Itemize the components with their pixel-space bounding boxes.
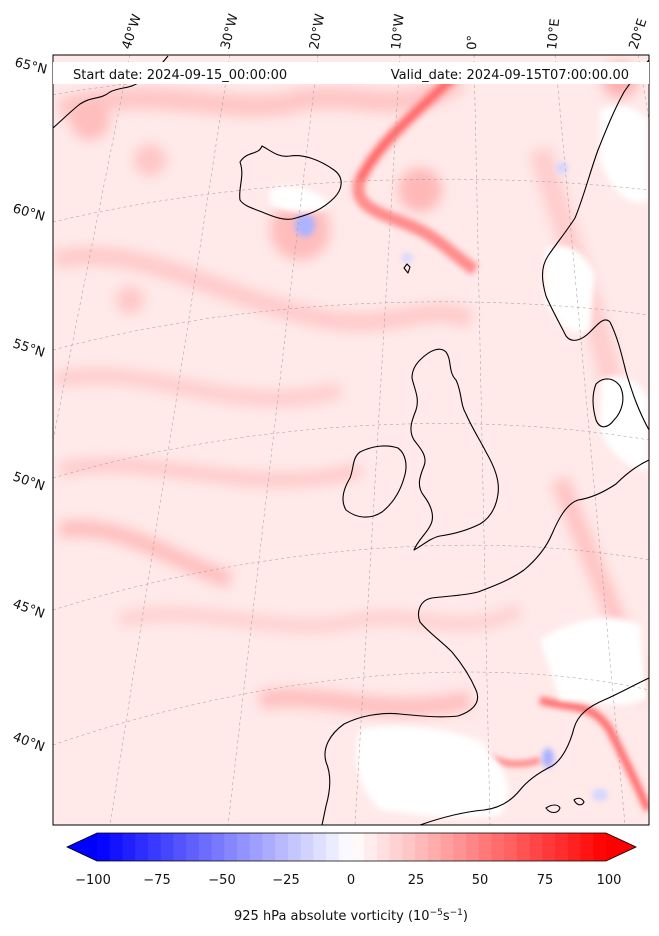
colorbar-cell	[491, 833, 505, 861]
colorbar-cell	[287, 833, 302, 861]
lat-label-55n: 55°N	[11, 337, 47, 361]
colorbar-cell	[440, 833, 454, 861]
colorbar-tick-label: −25	[272, 873, 299, 888]
lat-label-45n: 45°N	[11, 597, 47, 622]
colorbar-cell	[516, 833, 531, 861]
colorbar-cell	[415, 833, 429, 861]
colorbar-cell	[249, 833, 264, 861]
colorbar-tick-label: 50	[472, 873, 489, 888]
island-coast	[573, 797, 585, 806]
colorbar-tick-label: 100	[597, 873, 622, 888]
colorbar-cell	[236, 833, 251, 861]
lat-label-40n: 40°N	[11, 730, 47, 756]
vorticity-jet	[352, 70, 649, 812]
lon-label-10e: 10°E	[545, 18, 563, 51]
colorbar-cell	[275, 833, 289, 861]
iberia-south-coast	[419, 677, 649, 825]
header-box	[53, 62, 649, 84]
colorbar-tick-label: 75	[537, 873, 554, 888]
colorbar-cell	[504, 833, 518, 861]
map-frame	[52, 54, 650, 826]
colorbar-cell	[364, 833, 378, 861]
colorbar-label: 925 hPa absolute vorticity (10−5s−1)	[234, 908, 468, 924]
colorbar-cell	[478, 833, 493, 861]
longitude-labels: 40°W 30°W 20°W 10°W 0° 10°E 20°E	[120, 12, 651, 51]
colorbar-low-extension	[67, 833, 97, 861]
colorbar-cell	[326, 833, 340, 861]
colorbar-tick-label: −100	[75, 873, 111, 888]
colorbar-cell	[97, 833, 111, 861]
negative-vorticity	[295, 162, 608, 801]
colorbar: −100 −75 −50 −25 0 25 50 75 100 925 hPa …	[66, 832, 637, 924]
colorbar-tick-label: −75	[143, 873, 170, 888]
colorbar-cell	[402, 833, 416, 861]
colorbar-cell	[542, 833, 556, 861]
colorbar-cell	[529, 833, 543, 861]
colorbar-cell	[198, 833, 213, 861]
sweden-coast	[609, 321, 649, 431]
colorbar-cell	[466, 833, 480, 861]
europe-coast	[321, 459, 649, 825]
colorbar-cell	[135, 833, 149, 861]
colorbar-cell	[186, 833, 200, 861]
lat-label-65n: 65°N	[13, 55, 48, 77]
colorbar-tick-label: 25	[408, 873, 425, 888]
colorbar-cell	[211, 833, 225, 861]
lon-label-40w: 40°W	[120, 12, 145, 51]
colorbar-cell	[567, 833, 582, 861]
start-date-label: Start date: 2024-09-15_00:00:00	[73, 68, 287, 83]
lon-label-0: 0°	[465, 35, 481, 50]
valid-date-label: Valid_date: 2024-09-15T07:00:00.00	[391, 68, 629, 83]
colorbar-outline	[66, 832, 637, 862]
ireland-coast	[342, 445, 407, 518]
colorbar-cell	[109, 833, 124, 861]
colorbar-cell	[160, 833, 174, 861]
colorbar-cell	[147, 833, 162, 861]
colorbar-ticks: −100 −75 −50 −25 0 25 50 75 100	[75, 873, 621, 888]
colorbar-cell	[376, 833, 391, 861]
norway-coast	[541, 59, 649, 341]
colorbar-high-extension	[606, 833, 636, 861]
iceland-coast	[239, 145, 342, 220]
faroe-coast	[403, 263, 411, 274]
lat-label-50n: 50°N	[11, 470, 47, 495]
colorbar-cell	[224, 833, 238, 861]
coastlines	[53, 55, 649, 825]
graticule	[53, 55, 649, 825]
lon-label-20e: 20°E	[627, 17, 651, 51]
balearic-coast	[545, 804, 561, 814]
colorbar-cell	[580, 833, 594, 861]
colorbar-cell	[262, 833, 276, 861]
colorbar-cell	[555, 833, 569, 861]
map-panel	[53, 55, 649, 825]
colorbar-cell	[313, 833, 327, 861]
near-zero-patches	[270, 105, 648, 818]
vorticity-bands	[53, 62, 649, 717]
colorbar-tick-label: 0	[347, 873, 355, 888]
colorbar-cells	[97, 833, 607, 861]
colorbar-cell	[122, 833, 136, 861]
lon-label-10w: 10°W	[389, 13, 408, 50]
colorbar-cell	[427, 833, 442, 861]
lon-label-30w: 30°W	[218, 12, 241, 51]
lon-label-20w: 20°W	[307, 13, 328, 51]
colorbar-cell	[173, 833, 187, 861]
denmark-coast	[592, 378, 624, 428]
colorbar-cell	[351, 833, 365, 861]
latitude-labels: 65°N 60°N 55°N 50°N 45°N 40°N	[11, 55, 49, 755]
lat-label-60n: 60°N	[11, 201, 47, 224]
colorbar-cell	[593, 833, 607, 861]
colorbar-cell	[338, 833, 353, 861]
colorbar-cell	[389, 833, 403, 861]
colorbar-cell	[300, 833, 314, 861]
great-britain-coast	[410, 348, 499, 551]
colorbar-cell	[453, 833, 467, 861]
colorbar-tick-label: −50	[208, 873, 235, 888]
